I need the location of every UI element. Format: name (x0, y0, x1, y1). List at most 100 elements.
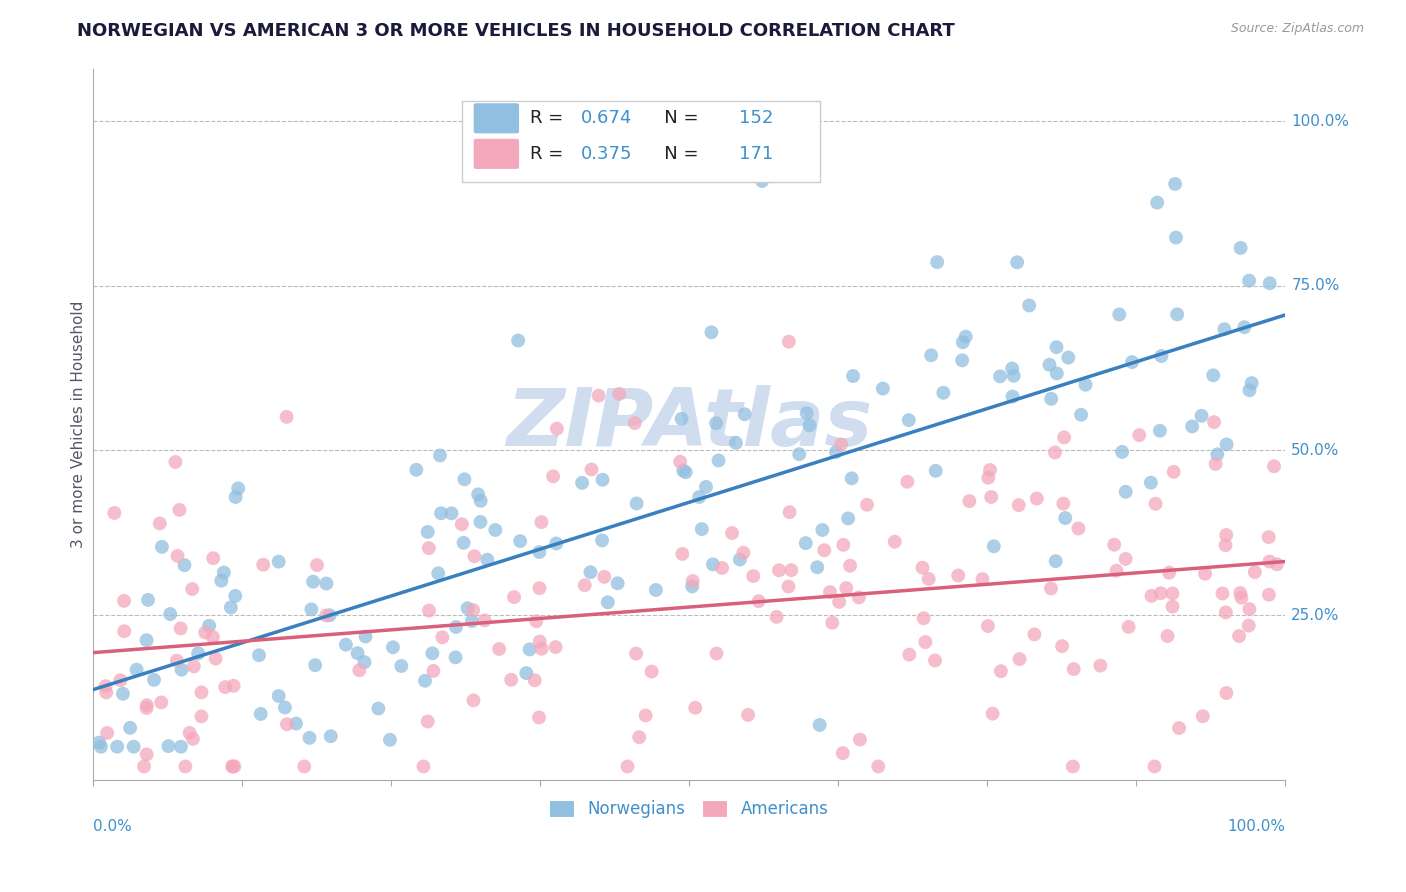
Point (304, 658, 326, 673)
Point (571, 475, 593, 490)
Text: NORWEGIAN VS AMERICAN 3 OR MORE VEHICLES IN HOUSEHOLD CORRELATION CHART: NORWEGIAN VS AMERICAN 3 OR MORE VEHICLES… (77, 22, 955, 40)
Point (165, 455, 187, 469)
Point (1215, 538, 1237, 552)
Point (166, 654, 188, 668)
Point (1150, 586, 1173, 600)
Point (607, 387, 630, 401)
Point (1005, 255, 1028, 269)
Point (1239, 383, 1261, 397)
Point (702, 558, 724, 572)
Point (1243, 565, 1265, 579)
Point (1025, 491, 1047, 506)
Point (811, 523, 834, 537)
Point (305, 558, 328, 572)
Point (912, 611, 935, 625)
Point (644, 582, 666, 597)
Point (1146, 195, 1168, 210)
Point (977, 619, 1000, 633)
Point (734, 407, 756, 421)
Point (711, 561, 734, 575)
Point (276, 717, 298, 731)
Point (541, 469, 564, 483)
Point (671, 411, 693, 425)
Point (122, 739, 145, 754)
Point (1063, 662, 1085, 676)
Point (1206, 447, 1229, 461)
Point (768, 563, 790, 577)
Point (1258, 555, 1281, 569)
Point (1118, 620, 1140, 634)
Point (190, 685, 212, 699)
Point (924, 653, 946, 667)
Point (981, 706, 1004, 721)
Point (1213, 322, 1236, 336)
Point (808, 718, 831, 732)
Point (842, 369, 865, 384)
Point (546, 422, 568, 436)
Point (835, 581, 858, 595)
Point (1164, 230, 1187, 244)
Point (821, 615, 844, 630)
Point (166, 549, 188, 563)
Point (828, 595, 851, 609)
Point (980, 490, 1002, 504)
Text: 100.0%: 100.0% (1291, 113, 1350, 128)
Point (298, 731, 321, 745)
Point (1240, 376, 1263, 390)
Point (1115, 552, 1137, 566)
Point (143, 673, 166, 687)
Point (707, 453, 730, 467)
Point (247, 648, 270, 663)
Point (120, 721, 142, 735)
Point (530, 641, 553, 656)
Point (110, 673, 132, 688)
Point (688, 490, 710, 504)
Point (1202, 368, 1225, 383)
Point (544, 640, 567, 654)
Point (1108, 308, 1130, 322)
Point (212, 566, 235, 580)
Point (700, 325, 723, 339)
Point (825, 445, 848, 459)
Point (1121, 355, 1143, 369)
Point (1191, 709, 1213, 723)
Point (675, 465, 697, 479)
Point (977, 471, 1000, 485)
Point (579, 565, 602, 579)
Point (503, 590, 526, 604)
Point (1115, 484, 1137, 499)
Point (224, 589, 246, 603)
Text: 75.0%: 75.0% (1291, 278, 1340, 293)
Point (484, 523, 506, 537)
Point (616, 759, 638, 773)
Point (292, 759, 315, 773)
Point (897, 413, 920, 427)
Point (799, 418, 821, 433)
Point (831, 746, 853, 760)
Point (748, 594, 770, 608)
Point (529, 545, 551, 559)
Point (988, 369, 1011, 384)
Point (169, 503, 191, 517)
Point (669, 455, 692, 469)
Point (742, 569, 765, 583)
Point (381, 640, 404, 655)
Point (444, 620, 467, 634)
Point (1258, 277, 1281, 291)
Point (868, 759, 890, 773)
Text: R =: R = (530, 110, 569, 128)
Point (136, 593, 159, 607)
Point (592, 473, 614, 487)
Point (952, 335, 974, 350)
Point (389, 659, 412, 673)
Point (1043, 445, 1066, 459)
FancyBboxPatch shape (472, 138, 520, 169)
Point (911, 560, 934, 574)
Text: N =: N = (647, 145, 704, 163)
Point (794, 536, 817, 550)
Point (432, 630, 454, 644)
Point (509, 534, 531, 549)
Point (681, 579, 703, 593)
Point (529, 634, 551, 648)
Point (593, 570, 616, 584)
